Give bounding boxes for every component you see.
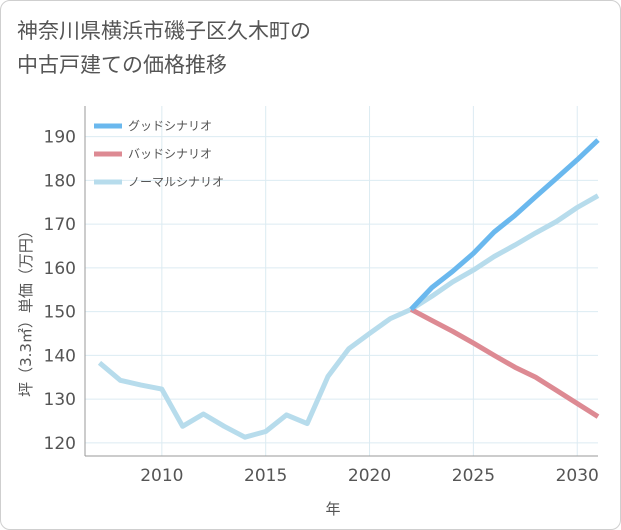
y-axis-title: 坪（3.3㎡）単価（万円） — [17, 223, 35, 397]
y-tick-label: 160 — [44, 259, 76, 279]
y-tick-label: 150 — [44, 303, 76, 323]
legend-label: グッドシナリオ — [128, 119, 212, 133]
y-axis-ticks: 120 130 140 150 160 170 180 190 — [44, 128, 76, 454]
x-tick-label: 2020 — [348, 466, 391, 486]
x-tick-label: 2010 — [140, 466, 183, 486]
y-tick-label: 180 — [44, 171, 76, 191]
x-axis-ticks: 2010 2015 2020 2025 2030 — [140, 466, 599, 486]
y-tick-label: 120 — [44, 434, 76, 454]
series-lines — [97, 138, 600, 440]
x-tick-label: 2015 — [244, 466, 287, 486]
chart-title-line-1: 神奈川県横浜市磯子区久木町の — [17, 19, 311, 43]
series-line-2 — [409, 307, 600, 419]
legend-label: ノーマルシナリオ — [128, 175, 224, 189]
y-tick-label: 170 — [44, 215, 76, 235]
y-tick-label: 140 — [44, 346, 76, 366]
series-line-3 — [97, 193, 600, 440]
legend-label: バッドシナリオ — [128, 147, 212, 161]
y-tick-label: 130 — [44, 390, 76, 410]
x-axis-title: 年 — [325, 500, 340, 518]
plot-frame — [84, 106, 598, 457]
y-tick-label: 190 — [44, 128, 76, 148]
chart-title-line-2: 中古戸建ての価格推移 — [17, 53, 227, 77]
chart-title: 神奈川県横浜市磯子区久木町の 中古戸建ての価格推移 — [17, 14, 311, 82]
x-tick-label: 2025 — [452, 466, 495, 486]
series-line-1 — [409, 138, 600, 312]
x-tick-label: 2030 — [556, 466, 599, 486]
